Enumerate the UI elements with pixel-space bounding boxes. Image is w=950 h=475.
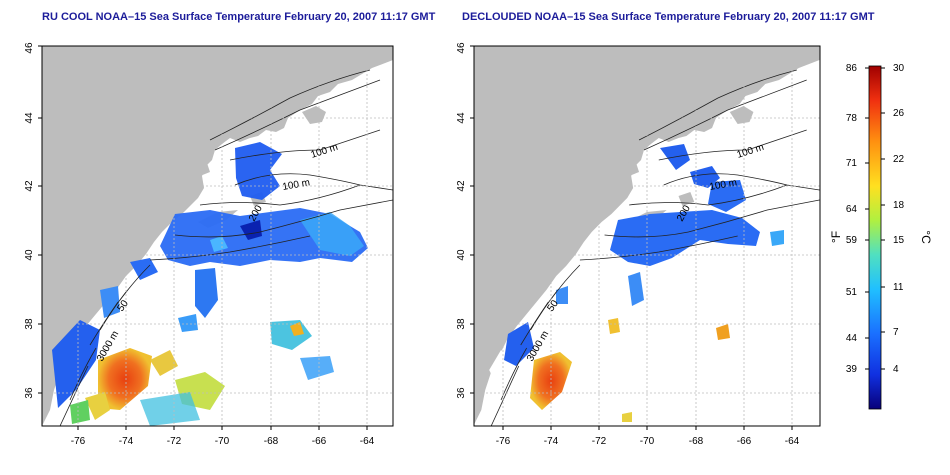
lon-tick-label: -74 [544, 436, 559, 447]
lat-tick-label: 44 [456, 112, 467, 124]
left-map-panel: 100 m 100 m 200 50 3000 m 46 44 42 40 38… [24, 42, 394, 447]
lat-tick-label: 40 [24, 249, 35, 261]
lon-tick-label: -66 [312, 436, 327, 447]
lat-tick-label: 46 [456, 42, 467, 54]
lon-tick-label: -74 [119, 436, 134, 447]
lat-tick-label: 38 [24, 318, 35, 330]
lat-tick-label: 36 [24, 387, 35, 399]
lon-tick-label: -72 [592, 436, 607, 447]
fahrenheit-tick: 44 [846, 333, 858, 344]
colorbar-gradient [868, 65, 882, 410]
lon-tick-label: -64 [360, 436, 375, 447]
fahrenheit-tick: 39 [846, 364, 858, 375]
lon-tick-label: -76 [71, 436, 86, 447]
lat-tick-label: 46 [24, 42, 35, 54]
lon-tick-label: -72 [167, 436, 182, 447]
contour-label: 100 m [282, 177, 311, 193]
lon-tick-label: -76 [496, 436, 511, 447]
lon-tick-label: -64 [785, 436, 800, 447]
lon-tick-label: -66 [737, 436, 752, 447]
contour-label: 100 m [709, 177, 738, 193]
celsius-axis-label: °C [919, 230, 933, 244]
lat-tick-label: 36 [456, 387, 467, 399]
left-sst-patches [52, 142, 368, 426]
celsius-tick: 30 [893, 63, 905, 74]
lat-tick-label: 40 [456, 249, 467, 261]
colorbar: 86 78 71 64 59 51 44 39 30 26 22 18 15 1… [829, 63, 933, 410]
lon-tick-label: -68 [689, 436, 704, 447]
celsius-tick: 7 [893, 327, 899, 338]
celsius-tick: 18 [893, 200, 905, 211]
fahrenheit-tick: 86 [846, 63, 858, 74]
fahrenheit-tick: 78 [846, 113, 858, 124]
celsius-tick: 11 [893, 282, 904, 293]
lon-tick-label: -70 [215, 436, 230, 447]
lat-tick-label: 42 [456, 180, 467, 192]
celsius-tick: 26 [893, 108, 905, 119]
right-panel-title: DECLOUDED NOAA–15 Sea Surface Temperatur… [462, 11, 875, 23]
right-grid [474, 46, 820, 426]
left-panel-title: RU COOL NOAA–15 Sea Surface Temperature … [42, 11, 436, 23]
lat-tick-label: 38 [456, 318, 467, 330]
lon-tick-label: -70 [640, 436, 655, 447]
fahrenheit-tick: 59 [846, 235, 858, 246]
right-sst-patches [504, 144, 784, 422]
left-grid [42, 46, 393, 426]
fahrenheit-tick: 71 [846, 158, 858, 169]
lat-tick-label: 42 [24, 180, 35, 192]
lon-tick-label: -68 [264, 436, 279, 447]
celsius-tick: 22 [893, 154, 905, 165]
celsius-tick: 4 [893, 364, 899, 375]
right-map-panel: 100 m 100 m 200 50 3000 m 46 44 42 40 38… [456, 42, 821, 447]
fahrenheit-axis-label: °F [829, 231, 843, 243]
celsius-tick: 15 [893, 235, 905, 246]
fahrenheit-tick: 51 [846, 287, 858, 298]
lat-tick-label: 44 [24, 112, 35, 124]
fahrenheit-tick: 64 [846, 204, 858, 215]
